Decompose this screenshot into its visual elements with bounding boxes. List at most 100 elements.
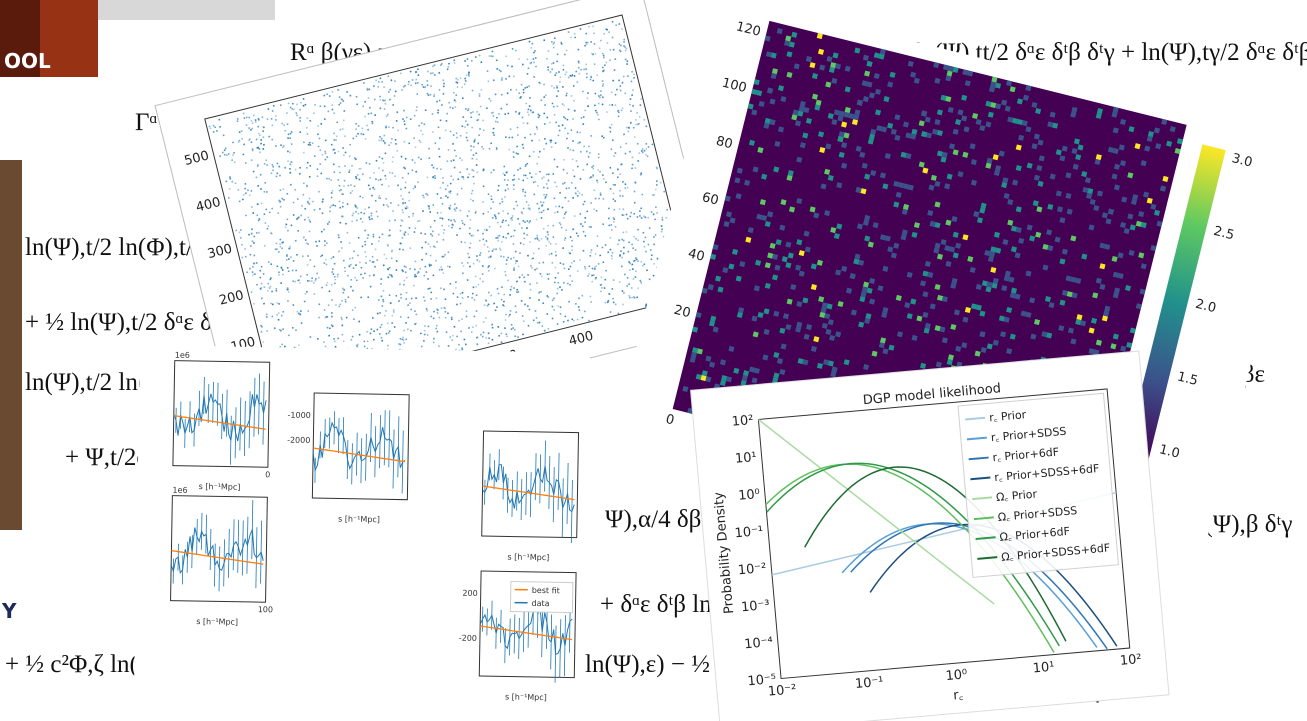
particle (512, 156, 515, 159)
particle (512, 151, 515, 154)
particle (405, 338, 408, 341)
particle (429, 254, 432, 257)
particle (535, 282, 538, 285)
cell (1080, 320, 1087, 327)
particle (472, 262, 475, 265)
particle (302, 104, 305, 107)
cell (1090, 317, 1098, 324)
particle (385, 332, 388, 335)
x-label: s [h⁻¹Mpc] (505, 692, 547, 702)
particle (512, 256, 515, 259)
particle (352, 318, 355, 321)
particle (626, 217, 629, 220)
particle (487, 269, 490, 272)
particle (407, 304, 410, 307)
particle (323, 118, 326, 121)
cell (970, 179, 977, 186)
particle (618, 49, 621, 52)
particle (543, 83, 546, 86)
particle (417, 271, 420, 273)
particle (311, 142, 314, 145)
y-tick-label: 10⁻³ (740, 598, 770, 615)
particle (574, 187, 577, 190)
particle (589, 295, 592, 298)
cell (1036, 206, 1043, 213)
particle (526, 234, 529, 236)
cell (1153, 209, 1161, 216)
particle (614, 183, 617, 186)
particle (570, 181, 573, 184)
particle (426, 92, 429, 95)
particle (645, 153, 648, 156)
particle (485, 336, 488, 339)
particle (550, 40, 553, 43)
data-line (170, 527, 264, 574)
particle (357, 236, 360, 239)
particle (270, 263, 273, 266)
particle (490, 171, 493, 174)
particle (296, 198, 299, 201)
particle (507, 256, 510, 259)
particle (579, 28, 582, 30)
particle (523, 276, 526, 279)
particle (584, 234, 587, 237)
particle (646, 269, 649, 272)
particle (302, 236, 305, 239)
particle (296, 114, 298, 117)
particle (597, 262, 600, 265)
particle (546, 231, 549, 233)
cell (961, 115, 968, 122)
particle (313, 155, 316, 158)
particle (489, 99, 492, 102)
cell (816, 362, 824, 369)
particle (587, 105, 590, 108)
particle (493, 302, 496, 305)
particle (341, 333, 344, 336)
particle (517, 290, 520, 293)
cell (810, 284, 817, 291)
particle (367, 296, 370, 299)
particle (413, 231, 416, 234)
particle (626, 186, 629, 189)
particle (339, 206, 342, 209)
particle (351, 189, 354, 192)
cell (995, 82, 1002, 89)
particle (379, 326, 382, 329)
cell (985, 162, 992, 169)
particle (384, 102, 387, 105)
particle (318, 303, 321, 306)
cell (1104, 305, 1111, 312)
cell (738, 307, 745, 314)
cell (986, 157, 993, 164)
particle (306, 273, 309, 276)
particle (514, 49, 517, 52)
particle (466, 215, 469, 217)
particle (571, 118, 574, 120)
particle (469, 242, 472, 245)
particle (376, 215, 379, 218)
particle (475, 324, 478, 327)
cell (763, 122, 770, 129)
particle (581, 225, 584, 228)
particle (511, 214, 514, 217)
particle (627, 126, 630, 129)
cell (995, 165, 1002, 172)
particle (490, 112, 493, 114)
particle (506, 212, 509, 215)
cell (957, 109, 964, 116)
particle (307, 216, 310, 219)
particle (601, 174, 604, 177)
cell (907, 184, 914, 191)
particle (553, 113, 556, 116)
particle (347, 296, 350, 299)
particle (409, 267, 412, 270)
cell (981, 280, 988, 287)
particle (624, 152, 627, 155)
particle (567, 319, 569, 322)
cell (853, 258, 860, 265)
particle (552, 236, 555, 239)
particle (338, 189, 341, 192)
particle (336, 275, 339, 278)
particle (513, 174, 516, 177)
cell (940, 239, 947, 246)
